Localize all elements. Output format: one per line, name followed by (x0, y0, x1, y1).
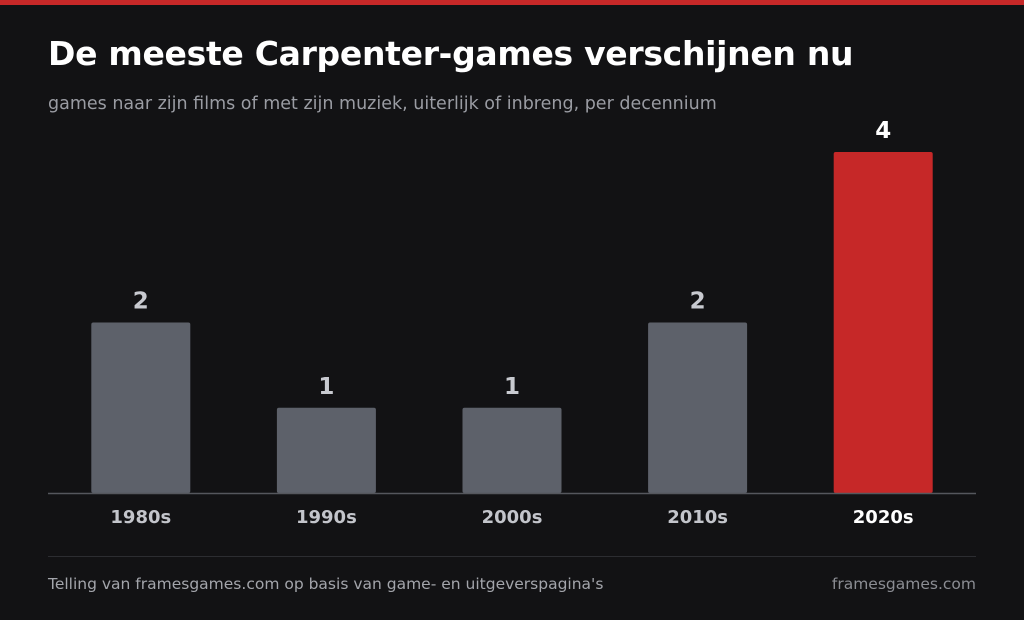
tick-label-2010s: 2010s (667, 507, 728, 528)
tick-label-2000s: 2000s (482, 507, 543, 528)
footer-divider (48, 556, 976, 557)
tick-label-1980s: 1980s (110, 507, 171, 528)
brand-label: framesgames.com (831, 575, 976, 593)
chart-subtitle: games naar zijn films of met zijn muziek… (48, 94, 717, 114)
tick-label-1990s: 1990s (296, 507, 357, 528)
bar-1990s (276, 407, 376, 493)
value-label-1980s: 2 (133, 289, 149, 315)
bar-1980s (91, 322, 191, 493)
value-label-1990s: 1 (318, 374, 334, 400)
chart-title: De meeste Carpenter-games verschijnen nu (48, 34, 854, 73)
tick-label-2020s: 2020s (853, 507, 914, 528)
accent-top-bar (0, 0, 1024, 5)
value-label-2020s: 4 (875, 118, 891, 144)
bar-2000s (462, 407, 562, 493)
source-note: Telling van framesgames.com op basis van… (48, 575, 604, 593)
value-label-2000s: 1 (504, 374, 520, 400)
bar-2010s (648, 322, 748, 493)
bar-2020s (833, 152, 933, 493)
value-label-2010s: 2 (690, 289, 706, 315)
